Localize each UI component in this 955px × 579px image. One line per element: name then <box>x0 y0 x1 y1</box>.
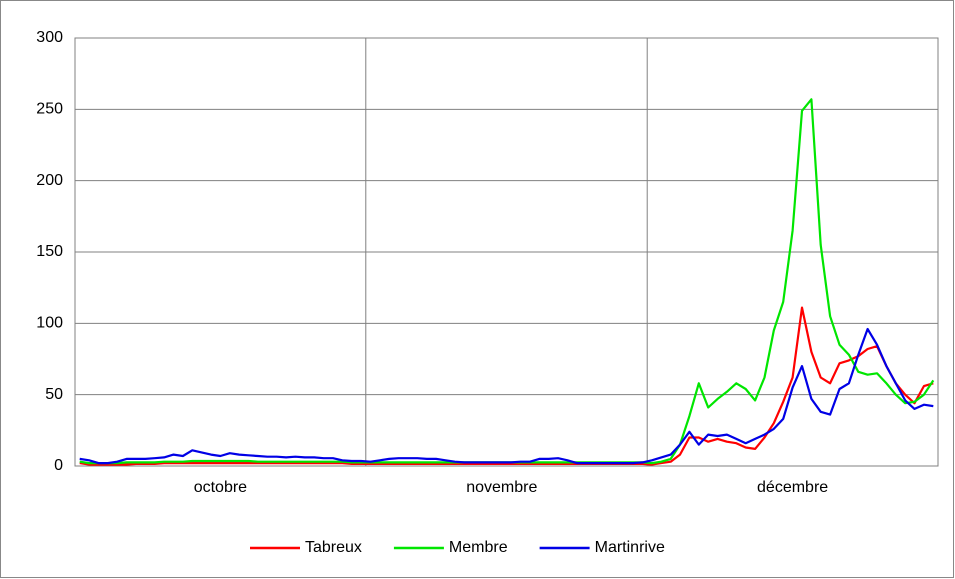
y-tick-label: 150 <box>36 243 63 260</box>
legend-label: Martinrive <box>595 539 665 556</box>
y-tick-label: 250 <box>36 101 63 118</box>
y-tick-label: 300 <box>36 29 63 46</box>
series-line <box>79 306 934 466</box>
x-tick-label: novembre <box>466 479 537 496</box>
legend-label: Tabreux <box>305 539 362 556</box>
y-tick-label: 200 <box>36 172 63 189</box>
x-tick-label: décembre <box>757 479 828 496</box>
y-tick-label: 0 <box>54 457 63 474</box>
y-tick-label: 100 <box>36 315 63 332</box>
x-tick-label: octobre <box>194 479 247 496</box>
series-line <box>79 327 934 465</box>
y-tick-label: 50 <box>45 386 63 403</box>
legend-label: Membre <box>449 539 508 556</box>
